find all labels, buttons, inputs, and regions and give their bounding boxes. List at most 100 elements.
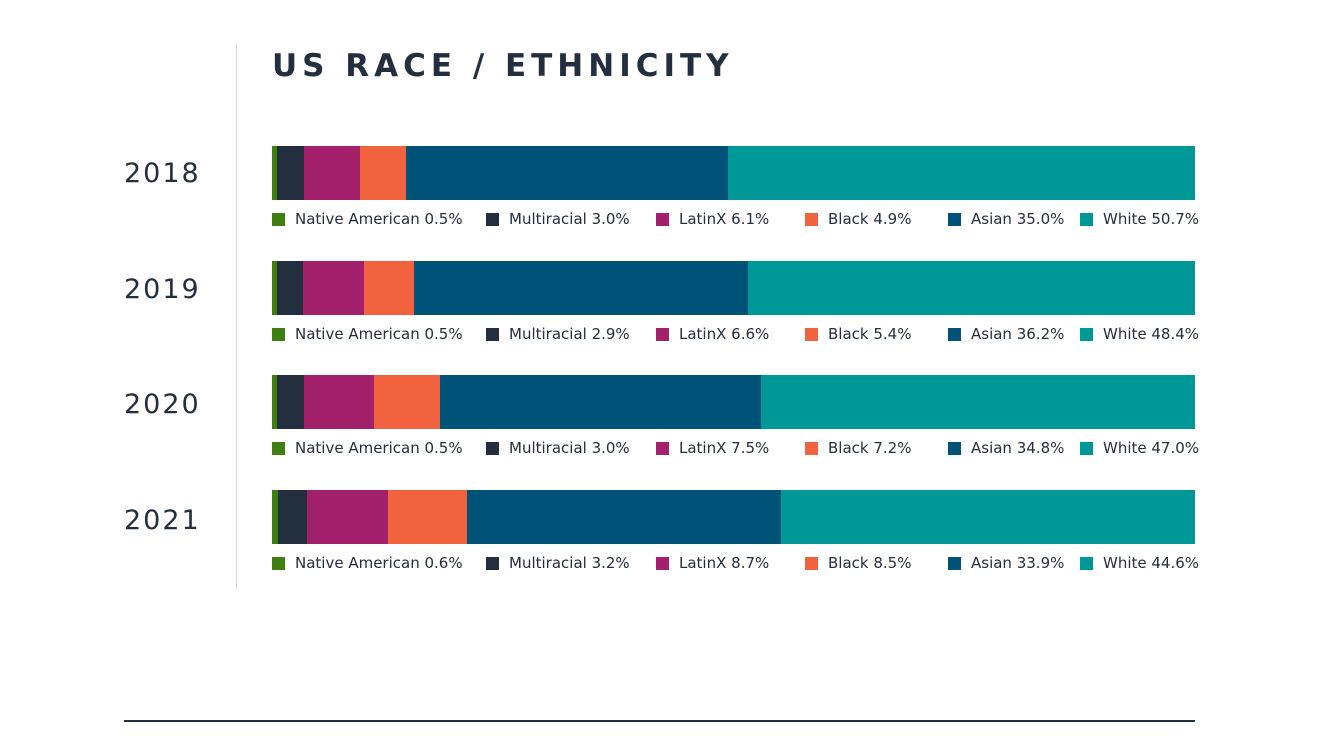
legend-swatch (805, 442, 818, 455)
bar-segment-asian-2018 (405, 146, 728, 200)
legend-label: Multiracial 3.0% (509, 439, 630, 457)
bar-2019 (272, 261, 1195, 315)
legend-item-white-2021: White 44.6% (1080, 556, 1199, 571)
legend-item-multiracial-2021: Multiracial 3.2% (486, 556, 630, 571)
legend-item-asian-2021: Asian 33.9% (948, 556, 1064, 571)
legend-swatch (948, 213, 961, 226)
legend-label: Black 7.2% (828, 439, 912, 457)
legend-item-black-2019: Black 5.4% (805, 327, 911, 342)
bar-segment-white-2021 (781, 490, 1195, 544)
legend-label: Asian 33.9% (971, 554, 1065, 572)
bar-segment-multiracial-2019 (276, 261, 304, 315)
legend-item-white-2019: White 48.4% (1080, 327, 1199, 342)
legend-item-white-2020: White 47.0% (1080, 441, 1199, 456)
bar-segment-latinx-2020 (304, 375, 374, 429)
legend-swatch (948, 328, 961, 341)
legend-swatch (1080, 557, 1093, 570)
bar-segment-latinx-2021 (307, 490, 388, 544)
legend-swatch (1080, 328, 1093, 341)
bar-segment-multiracial-2020 (276, 375, 305, 429)
vertical-divider (236, 44, 237, 589)
legend-swatch (486, 557, 499, 570)
legend-swatch (656, 442, 669, 455)
legend-item-native-american-2018: Native American 0.5% (272, 212, 463, 227)
legend-item-black-2021: Black 8.5% (805, 556, 911, 571)
legend-label: Multiracial 2.9% (509, 325, 630, 343)
legend-swatch (486, 213, 499, 226)
legend-item-native-american-2021: Native American 0.6% (272, 556, 463, 571)
legend-item-white-2018: White 50.7% (1080, 212, 1199, 227)
legend-swatch (656, 557, 669, 570)
legend-label: Asian 36.2% (971, 325, 1065, 343)
chart-title: US RACE / ETHNICITY (272, 48, 734, 84)
legend-item-black-2018: Black 4.9% (805, 212, 911, 227)
legend-item-black-2020: Black 7.2% (805, 441, 911, 456)
legend-label: Multiracial 3.0% (509, 210, 630, 228)
bar-segment-black-2020 (373, 375, 440, 429)
bar-segment-white-2020 (761, 375, 1195, 429)
bar-segment-black-2018 (360, 146, 406, 200)
bar-segment-latinx-2018 (304, 146, 361, 200)
legend-item-latinx-2020: LatinX 7.5% (656, 441, 769, 456)
legend-label: Black 5.4% (828, 325, 912, 343)
legend-label: White 44.6% (1103, 554, 1200, 572)
bar-segment-asian-2021 (466, 490, 782, 544)
legend-label: Native American 0.6% (295, 554, 463, 572)
bar-segment-black-2021 (387, 490, 467, 544)
legend-item-multiracial-2020: Multiracial 3.0% (486, 441, 630, 456)
legend-item-asian-2018: Asian 35.0% (948, 212, 1064, 227)
legend-item-latinx-2019: LatinX 6.6% (656, 327, 769, 342)
legend-label: LatinX 7.5% (679, 439, 770, 457)
legend-item-asian-2020: Asian 34.8% (948, 441, 1064, 456)
legend-item-native-american-2020: Native American 0.5% (272, 441, 463, 456)
legend-label: LatinX 6.1% (679, 210, 770, 228)
legend-label: LatinX 6.6% (679, 325, 770, 343)
legend-swatch (272, 442, 285, 455)
legend-label: LatinX 8.7% (679, 554, 770, 572)
legend-swatch (805, 557, 818, 570)
legend-label: White 48.4% (1103, 325, 1200, 343)
legend-swatch (948, 442, 961, 455)
bar-segment-black-2019 (364, 261, 415, 315)
year-label-2018: 2018 (124, 158, 201, 189)
legend-label: Asian 35.0% (971, 210, 1065, 228)
legend-label: Native American 0.5% (295, 210, 463, 228)
legend-label: Asian 34.8% (971, 439, 1065, 457)
bar-segment-asian-2020 (439, 375, 762, 429)
bar-segment-white-2019 (748, 261, 1195, 315)
bar-segment-latinx-2019 (303, 261, 365, 315)
legend-label: White 47.0% (1103, 439, 1200, 457)
legend-label: Native American 0.5% (295, 325, 463, 343)
legend-swatch (1080, 213, 1093, 226)
legend-item-asian-2019: Asian 36.2% (948, 327, 1064, 342)
legend-swatch (1080, 442, 1093, 455)
legend-item-multiracial-2018: Multiracial 3.0% (486, 212, 630, 227)
legend-item-native-american-2019: Native American 0.5% (272, 327, 463, 342)
bar-segment-native-american-2019 (272, 261, 277, 315)
legend-label: Native American 0.5% (295, 439, 463, 457)
legend-swatch (272, 213, 285, 226)
legend-swatch (805, 213, 818, 226)
legend-swatch (272, 328, 285, 341)
legend-label: Black 4.9% (828, 210, 912, 228)
legend-label: Multiracial 3.2% (509, 554, 630, 572)
legend-item-latinx-2021: LatinX 8.7% (656, 556, 769, 571)
bottom-rule (124, 720, 1195, 722)
legend-swatch (656, 213, 669, 226)
bar-2021 (272, 490, 1195, 544)
year-label-2020: 2020 (124, 389, 201, 420)
bar-segment-multiracial-2018 (276, 146, 305, 200)
bar-segment-native-american-2018 (272, 146, 277, 200)
bar-2018 (272, 146, 1195, 200)
legend-item-multiracial-2019: Multiracial 2.9% (486, 327, 630, 342)
year-label-2021: 2021 (124, 505, 201, 536)
legend-label: Black 8.5% (828, 554, 912, 572)
legend-label: White 50.7% (1103, 210, 1200, 228)
bar-2020 (272, 375, 1195, 429)
legend-swatch (805, 328, 818, 341)
legend-swatch (948, 557, 961, 570)
bar-segment-native-american-2021 (272, 490, 278, 544)
bar-segment-multiracial-2021 (277, 490, 308, 544)
legend-swatch (656, 328, 669, 341)
legend-swatch (486, 442, 499, 455)
